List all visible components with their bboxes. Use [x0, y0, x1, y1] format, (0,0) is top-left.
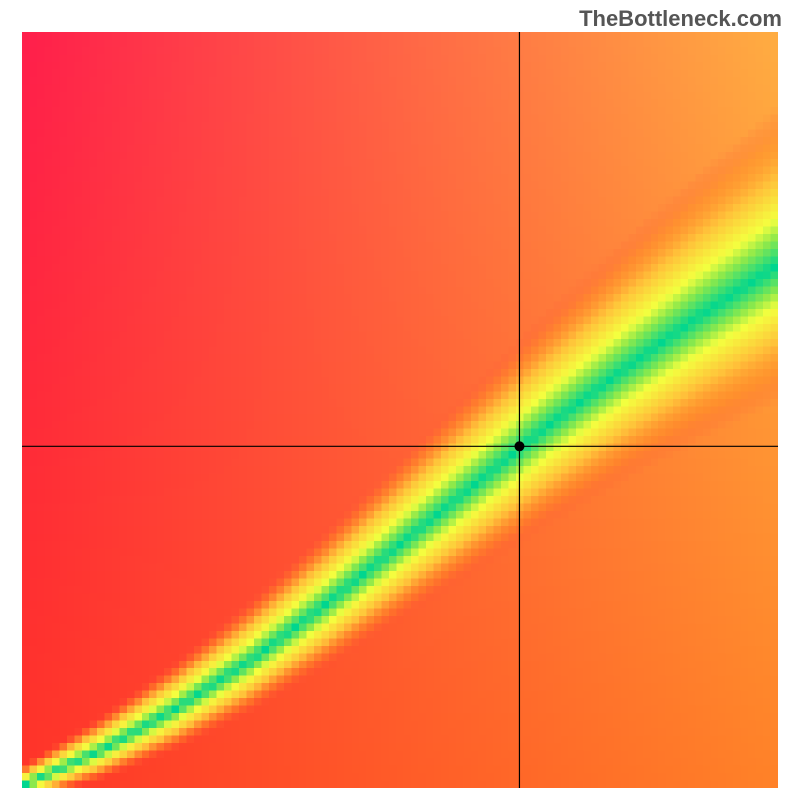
watermark-text: TheBottleneck.com [579, 6, 782, 32]
chart-container: TheBottleneck.com [0, 0, 800, 800]
bottleneck-heatmap [22, 32, 778, 788]
